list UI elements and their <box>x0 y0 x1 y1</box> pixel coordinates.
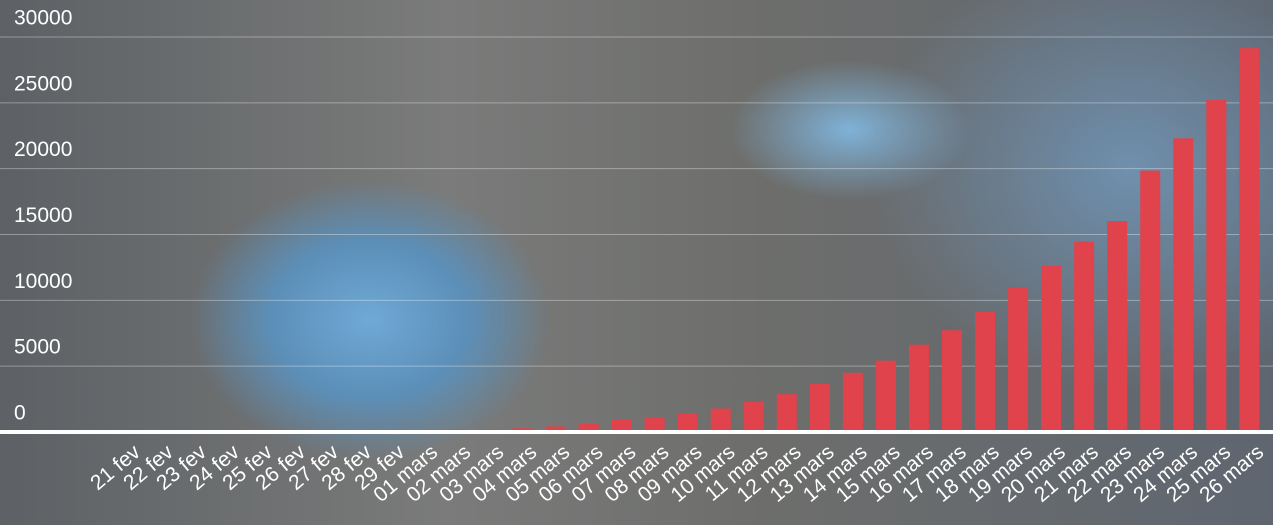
y-tick-label: 10000 <box>14 270 72 293</box>
bar <box>875 360 896 432</box>
bar <box>908 344 929 432</box>
bar <box>545 426 566 432</box>
y-tick-label: 15000 <box>14 204 72 227</box>
bar <box>611 419 632 432</box>
bar <box>710 408 731 432</box>
bar <box>578 423 599 432</box>
bar <box>1239 48 1260 433</box>
bar <box>677 413 698 432</box>
bar <box>1074 241 1095 432</box>
bar <box>942 330 962 432</box>
bar <box>1173 138 1194 432</box>
bar <box>809 383 830 432</box>
bar <box>743 401 764 432</box>
y-tick-label: 0 <box>14 402 26 425</box>
bar <box>1206 99 1227 432</box>
bar <box>776 394 797 432</box>
bar <box>1140 170 1161 432</box>
y-tick-label: 30000 <box>14 7 72 30</box>
y-tick-label: 5000 <box>14 336 61 359</box>
bar <box>1008 287 1029 432</box>
bar <box>1041 265 1062 432</box>
y-tick-label: 20000 <box>14 138 72 161</box>
bar <box>975 311 996 432</box>
y-tick-label: 25000 <box>14 72 72 95</box>
bar <box>1107 221 1128 432</box>
bar <box>644 417 665 432</box>
bar <box>842 372 863 432</box>
